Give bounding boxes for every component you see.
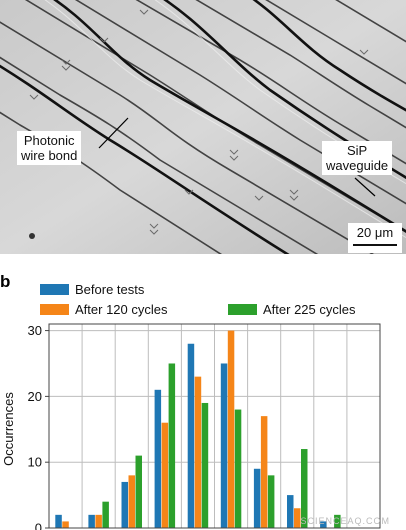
- sip-waveguide-label-line2: waveguide: [326, 158, 389, 173]
- bar: [227, 330, 235, 528]
- y-axis-label: Occurrences: [1, 392, 16, 466]
- sem-micrograph: [0, 0, 406, 254]
- scale-bar: 20 μm: [348, 223, 402, 253]
- legend-label-before-tests: Before tests: [75, 282, 145, 297]
- bar: [253, 468, 261, 528]
- bar: [220, 363, 228, 528]
- scale-bar-line: [353, 244, 397, 246]
- legend-item-after-120: After 120 cycles: [40, 302, 168, 318]
- bar: [95, 514, 102, 528]
- bar: [294, 508, 301, 528]
- bar: [161, 422, 169, 528]
- bar: [102, 501, 109, 528]
- legend-swatch-before-tests: [40, 284, 69, 295]
- bar: [88, 514, 95, 528]
- y-tick-label: 0: [35, 521, 42, 530]
- axis-layer: 0 10 20 30: [28, 323, 381, 530]
- photonic-wire-bond-label-line1: Photonic: [23, 133, 75, 148]
- grid-layer: [49, 324, 380, 528]
- bar: [55, 514, 62, 528]
- bar: [128, 475, 135, 528]
- watermark: SCIENCEAQ.COM: [300, 516, 390, 526]
- bar: [334, 514, 341, 528]
- bar: [168, 363, 176, 528]
- scale-bar-text: 20 μm: [356, 225, 394, 240]
- y-tick-label: 10: [28, 455, 42, 470]
- legend-swatch-after-120: [40, 304, 69, 315]
- bar: [62, 521, 69, 528]
- plot-frame: [48, 323, 381, 529]
- panel-label: b: [0, 272, 11, 291]
- sip-waveguide-label: SiP waveguide: [322, 141, 393, 175]
- y-tick-label: 20: [28, 389, 42, 404]
- bar: [154, 389, 162, 528]
- legend-item-after-225: After 225 cycles: [228, 302, 356, 318]
- bar: [287, 495, 294, 528]
- legend-swatch-after-225: [228, 304, 257, 315]
- bar: [260, 416, 268, 528]
- bar: [320, 521, 327, 528]
- bar: [234, 409, 242, 528]
- bar: [301, 449, 308, 528]
- bars-layer: [55, 330, 341, 528]
- y-tick-label: 30: [28, 323, 42, 338]
- bar: [187, 343, 195, 528]
- photonic-wire-bond-label-line2: wire bond: [21, 148, 78, 163]
- bar: [267, 475, 275, 528]
- bar: [135, 455, 142, 528]
- legend-item-before-tests: Before tests: [40, 282, 144, 298]
- bar: [121, 481, 128, 528]
- histogram-chart: 0 10 20 30 Occurrences SCIENCEAQ.COM: [1, 323, 390, 530]
- bar: [201, 402, 209, 528]
- legend-label-after-225: After 225 cycles: [263, 302, 356, 317]
- sip-waveguide-label-line1: SiP: [346, 143, 368, 158]
- photonic-wire-bond-label: Photonic wire bond: [17, 131, 82, 165]
- legend-label-after-120: After 120 cycles: [75, 302, 168, 317]
- bar: [194, 376, 202, 528]
